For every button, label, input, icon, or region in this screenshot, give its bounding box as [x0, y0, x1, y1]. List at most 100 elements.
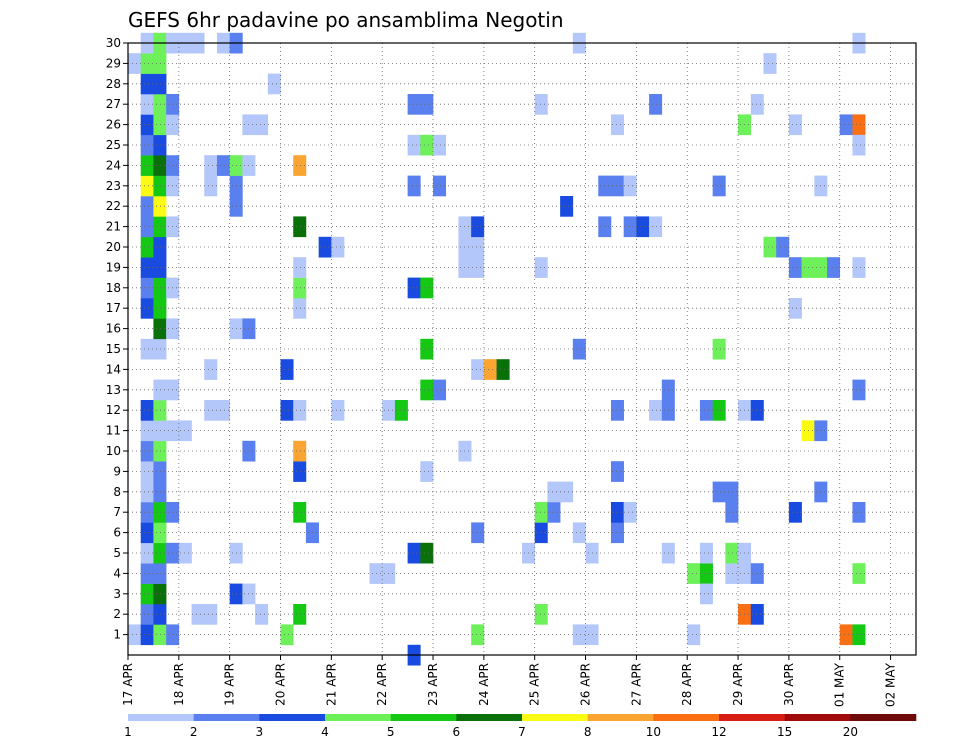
precip-cell — [610, 114, 624, 136]
y-tick-label: 24 — [106, 158, 121, 172]
y-tick-label: 12 — [106, 403, 121, 417]
precip-cell — [140, 114, 154, 136]
precip-cell — [153, 338, 167, 360]
colorbar-label: 10 — [646, 725, 661, 739]
precip-cell — [750, 604, 764, 625]
precip-cell — [483, 359, 497, 380]
y-tick-label: 14 — [106, 362, 121, 376]
precip-cell — [204, 400, 218, 421]
grid-lines — [127, 42, 916, 655]
precip-cell — [852, 257, 866, 278]
y-axis-ticks: 1234567891011121314151617181920212223242… — [106, 36, 128, 642]
y-tick-label: 16 — [106, 322, 121, 336]
precip-cell — [687, 624, 701, 646]
precip-cell — [216, 400, 230, 421]
precip-cell — [153, 236, 167, 258]
plot-frame — [127, 42, 917, 656]
precip-cell — [725, 502, 739, 523]
y-tick-label: 21 — [106, 220, 121, 234]
precip-cell — [623, 175, 637, 197]
precip-cell — [750, 400, 764, 421]
precip-cell — [140, 522, 154, 544]
precip-cell — [699, 400, 713, 421]
precip-cell — [140, 400, 154, 421]
colorbar-swatch — [784, 714, 851, 721]
precip-cell — [140, 481, 154, 503]
precip-cell — [331, 400, 345, 421]
precip-cells — [128, 32, 866, 666]
precip-cell — [788, 298, 802, 319]
precip-cell — [140, 298, 154, 319]
precip-cell — [140, 420, 154, 442]
precip-cell — [471, 624, 485, 646]
x-tick-label: 01 MAY — [833, 662, 847, 707]
x-tick-label: 27 APR — [629, 663, 643, 706]
precip-cell — [407, 134, 421, 156]
colorbar-label: 1 — [124, 725, 132, 739]
precip-cell — [534, 94, 548, 115]
precip-cell — [433, 175, 447, 197]
precip-cell — [140, 94, 154, 115]
y-tick-label: 6 — [113, 526, 121, 540]
precip-cell — [153, 542, 167, 564]
precip-cell — [255, 114, 269, 136]
precip-cell — [763, 53, 777, 74]
precip-cell — [280, 400, 294, 421]
precip-cell — [407, 94, 421, 115]
colorbar-label: 12 — [711, 725, 726, 739]
precip-cell — [204, 155, 218, 176]
y-tick-label: 30 — [106, 36, 121, 50]
precip-cell — [153, 318, 167, 340]
colorbar-label: 20 — [843, 725, 858, 739]
x-tick-label: 02 MAY — [884, 662, 898, 707]
precip-cell — [572, 522, 586, 544]
chart-title: GEFS 6hr padavine po ansamblima Negotin — [128, 8, 564, 32]
precip-cell — [699, 583, 713, 605]
x-axis-ticks: 17 APR 18 APR 19 APR 20 APR 21 APR 22 APR 23 A… — [121, 655, 898, 707]
precip-cell — [547, 502, 561, 523]
colorbar-swatch — [850, 714, 917, 721]
precip-cell — [712, 481, 726, 503]
precip-cell — [293, 440, 307, 462]
precip-cell — [204, 604, 218, 625]
colorbar-swatch — [653, 714, 720, 721]
precip-cell — [140, 542, 154, 564]
y-tick-label: 4 — [113, 566, 121, 580]
y-tick-label: 3 — [113, 587, 121, 601]
precip-cell — [420, 461, 434, 482]
precip-cell — [852, 134, 866, 156]
y-tick-label: 10 — [106, 444, 121, 458]
y-tick-label: 11 — [106, 424, 121, 438]
precip-cell — [153, 53, 167, 74]
precip-cell — [153, 481, 167, 503]
y-tick-label: 9 — [113, 464, 121, 478]
precip-cell — [204, 175, 218, 197]
precip-cell — [852, 624, 866, 646]
precip-cell — [140, 604, 154, 625]
precip-cell — [649, 400, 663, 421]
y-tick-label: 23 — [106, 179, 121, 193]
colorbar-label: 4 — [321, 725, 329, 739]
precip-cell — [725, 542, 739, 564]
precip-cell — [191, 604, 205, 625]
colorbar-swatch — [456, 714, 523, 721]
y-tick-label: 27 — [106, 97, 121, 111]
precip-cell — [153, 400, 167, 421]
precip-cell — [280, 359, 294, 380]
colorbar-label: 7 — [518, 725, 526, 739]
precip-cell — [267, 73, 281, 95]
precip-cell — [547, 481, 561, 503]
x-tick-label: 26 APR — [579, 663, 593, 706]
colorbar: 1 2 3 4 5 6 7 8 10 12 15 20 — [124, 714, 917, 739]
precip-cell — [140, 440, 154, 462]
y-tick-label: 26 — [106, 118, 121, 132]
precip-cell — [128, 624, 142, 646]
precip-cell — [153, 604, 167, 625]
precip-cell — [140, 563, 154, 584]
precip-cell — [534, 604, 548, 625]
y-tick-label: 13 — [106, 383, 121, 397]
precip-cell — [852, 563, 866, 584]
precip-cell — [534, 257, 548, 278]
precip-cell — [293, 155, 307, 176]
precip-cell — [140, 134, 154, 156]
